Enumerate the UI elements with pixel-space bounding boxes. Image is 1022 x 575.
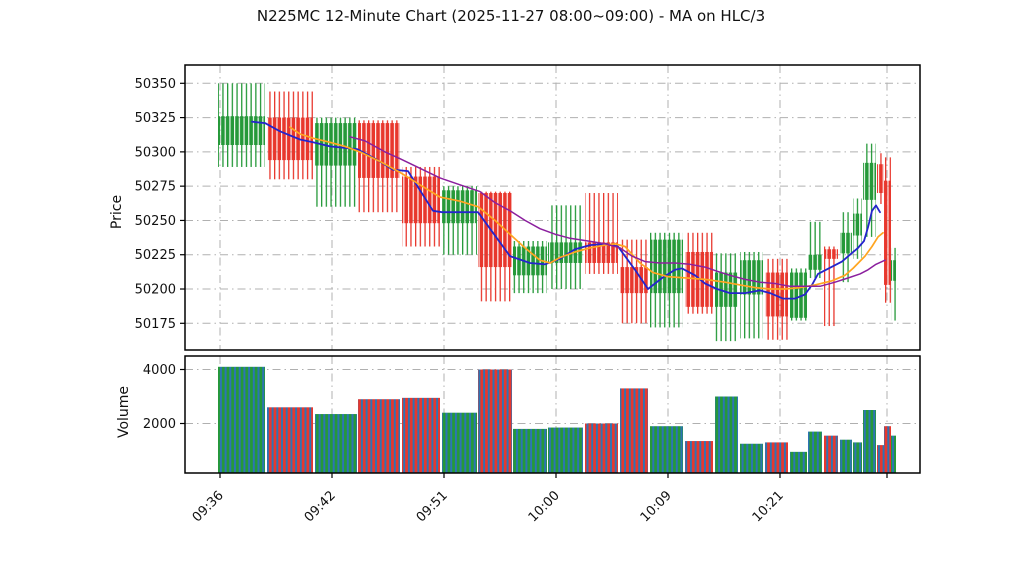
volume-bar — [685, 441, 713, 473]
x-tick-label: 09:51 — [414, 488, 451, 525]
volume-bar — [585, 423, 618, 473]
price-tick-label: 50300 — [135, 145, 176, 160]
x-tick-label: 09:36 — [190, 488, 227, 525]
volume-bar — [620, 388, 648, 473]
x-tick-label: 09:42 — [302, 488, 339, 525]
candle-body — [548, 242, 583, 263]
candle-body — [620, 267, 648, 294]
candle-wick — [891, 247, 896, 321]
price-tick-label: 50250 — [135, 214, 176, 229]
volume-bar — [402, 397, 440, 473]
volume-bar — [358, 399, 400, 473]
volume-bar — [863, 410, 876, 473]
volume-tick-label: 4000 — [143, 363, 176, 378]
volume-bar — [650, 426, 683, 473]
volume-bar — [824, 435, 838, 473]
price-panel-frame — [184, 64, 921, 351]
price-axis-label: Price — [109, 194, 125, 230]
volume-bar — [891, 435, 896, 473]
candle-body — [478, 193, 512, 268]
volume-axis-label: Volume — [116, 385, 132, 439]
candle-body — [884, 180, 891, 285]
candle-body — [442, 190, 477, 224]
price-tick-label: 50325 — [135, 111, 176, 126]
volume-bar — [315, 414, 357, 473]
candle-body — [790, 272, 807, 318]
volume-bar — [267, 407, 313, 473]
volume-tick-label: 2000 — [143, 417, 176, 432]
candle-body — [650, 239, 683, 294]
chart-title: N225MC 12-Minute Chart (2025-11-27 08:00… — [256, 7, 766, 25]
candle-body — [267, 117, 313, 161]
volume-bar — [513, 428, 547, 473]
price-tick-label: 50175 — [135, 317, 176, 332]
candle-body — [740, 260, 763, 295]
candle-body — [891, 260, 896, 281]
candle-body — [853, 213, 862, 236]
volume-bar — [715, 396, 738, 473]
candle-body — [402, 176, 440, 224]
price-tick-label: 50225 — [135, 248, 176, 263]
volume-bar — [740, 443, 763, 473]
volume-bar — [765, 442, 788, 473]
price-tick-label: 50350 — [135, 77, 176, 92]
price-tick-label: 50200 — [135, 283, 176, 298]
volume-bar — [877, 445, 884, 473]
candle-body — [808, 254, 822, 270]
panel-frames — [184, 64, 921, 474]
candle-body — [765, 272, 788, 317]
x-tick-label: 10:00 — [526, 488, 563, 525]
candle-body — [863, 162, 876, 200]
ma-line — [349, 136, 886, 288]
volume-bar — [808, 431, 822, 473]
volume-bar — [884, 426, 891, 473]
x-tick-label: 10:21 — [750, 488, 787, 525]
volume-bar — [853, 442, 862, 473]
volume-bar — [478, 369, 512, 473]
price-series — [218, 83, 896, 342]
volume-series — [218, 366, 896, 473]
price-tick-label: 50275 — [135, 180, 176, 195]
volume-bar — [442, 412, 477, 473]
moving-average-lines — [251, 120, 886, 300]
candle-body — [218, 116, 265, 146]
candle-body — [840, 232, 852, 254]
volume-bar — [840, 439, 852, 473]
candle-body — [824, 249, 838, 259]
volume-bar — [218, 366, 265, 473]
volume-panel-frame — [184, 355, 921, 474]
x-tick-label: 10:09 — [638, 488, 675, 525]
volume-bar — [790, 451, 807, 473]
volume-bar — [548, 427, 583, 473]
candle-body — [877, 164, 884, 194]
